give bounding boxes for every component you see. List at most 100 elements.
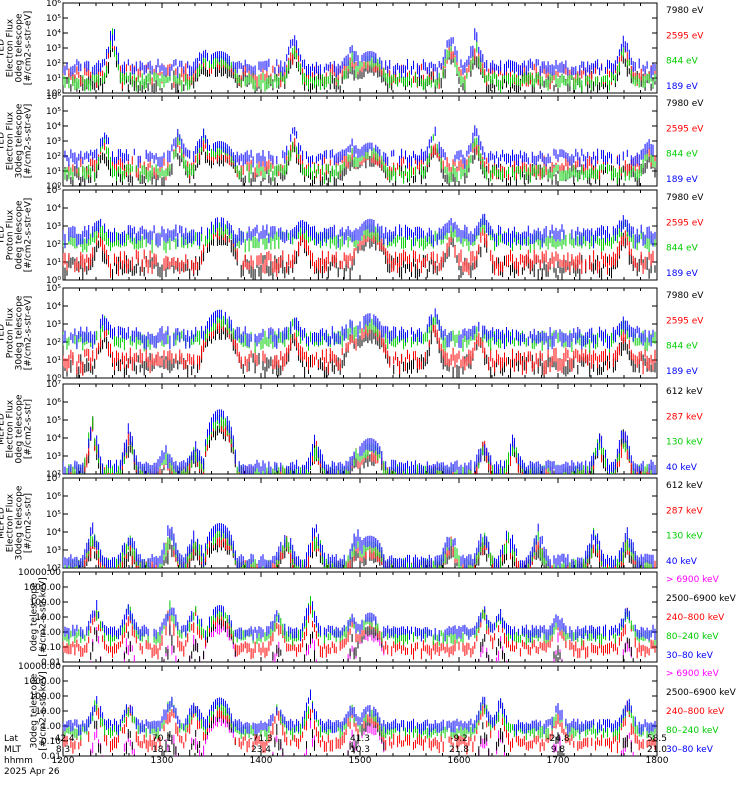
x-tick-label-mlt: 8.3: [56, 745, 70, 755]
legend-entry: 7980 eV: [666, 6, 704, 16]
x-tick-label-mlt: 21.8: [449, 745, 469, 755]
y-tick-label: 10³: [46, 137, 61, 147]
legend-entry: 80–240 keV: [666, 726, 719, 736]
y-axis-label-line: [#/cm2-s-str-eV]: [24, 11, 34, 86]
y-tick-label: 10³: [46, 546, 61, 556]
y-tick-label: 10⁴: [46, 302, 61, 312]
y-tick-label: 10⁴: [46, 434, 61, 444]
y-tick-label: 10³: [46, 452, 61, 462]
legend-entry: > 6900 keV: [666, 575, 720, 585]
series-trace: [63, 308, 654, 350]
y-tick-label: 10⁵: [46, 284, 61, 294]
y-tick-label: 10⁵: [46, 107, 61, 117]
series-trace: [64, 125, 654, 169]
x-tick-label-mlt: 21.0: [647, 745, 667, 755]
y-tick-label: 100.00: [30, 598, 62, 608]
legend-entry: 240–800 keV: [666, 613, 725, 623]
y-tick-label: 10⁶: [46, 492, 61, 502]
trace-group: [64, 125, 656, 186]
y-tick-label: 0.01: [41, 752, 61, 762]
y-axis-label-line: 30deg telescope: [15, 485, 25, 560]
y-tick-label: 1.00: [41, 722, 61, 732]
x-tick-label-hhmm: 1300: [151, 756, 174, 766]
y-axis-label: TED Electron Flux 30deg telescope [#/cm2-s-…: [0, 103, 34, 178]
y-axis-label: TED Electron Flux 0deg telescope [#/cm2-s-s…: [0, 11, 34, 86]
series-trace: [63, 522, 654, 568]
y-tick-label: 10000.00: [18, 662, 61, 672]
legend-entry: 189 eV: [666, 82, 699, 92]
y-axis-label-line: Electron Flux: [6, 111, 16, 170]
y-axis-label-line: Proton Flux: [6, 209, 16, 260]
y-tick-label: 1.00: [41, 628, 61, 638]
legend-entry: 80–240 keV: [666, 632, 719, 642]
y-tick-label: 10.00: [35, 613, 61, 623]
y-tick-label: 10⁶: [46, 398, 61, 408]
y-axis-label-line: Electron Flux: [6, 493, 16, 552]
y-tick-label: 10⁵: [46, 416, 61, 426]
y-axis-label-line: [#/cm2-s-str]: [24, 399, 34, 459]
x-tick-label-mlt: 23.4: [251, 745, 271, 755]
x-tick-label-lat: -42.4: [51, 734, 75, 744]
legend-entry: 40 keV: [666, 557, 698, 567]
legend-entry: 7980 eV: [666, 291, 704, 301]
x-tick-label-lat: 70.1: [152, 734, 172, 744]
legend-entry: 287 keV: [666, 412, 703, 422]
legend-entry: 7980 eV: [666, 193, 704, 203]
y-tick-label: 10⁵: [46, 186, 61, 196]
y-tick-label: 0.01: [41, 658, 61, 668]
trace-group: [63, 28, 656, 93]
y-tick-label: 0.10: [41, 643, 61, 653]
x-tick-label-mlt: 10.3: [350, 745, 370, 755]
y-tick-label: 10¹: [46, 258, 61, 268]
y-axis-label: TED Proton Flux 0deg telescope [#/cm2-s-str…: [0, 198, 34, 273]
series-trace: [63, 320, 656, 376]
legend-entry: 612 keV: [666, 387, 703, 397]
x-tick-label-hhmm: 1800: [646, 756, 669, 766]
y-axis-label-line: [#/cm2-s-str-keV]: [39, 671, 49, 750]
legend-entry: 189 eV: [666, 269, 699, 279]
legend-entry: 2595 eV: [666, 31, 704, 41]
legend-entry: 130 keV: [666, 438, 703, 448]
y-tick-label: 10.00: [35, 707, 61, 717]
y-axis-label-line: Electron Flux: [6, 399, 16, 458]
trace-group: [63, 522, 656, 568]
legend-entry: > 6900 keV: [666, 669, 720, 679]
y-axis-label: MEPED Electron Flux 0deg telescope [#/cm2-s…: [0, 394, 34, 464]
y-tick-label: 10⁵: [46, 510, 61, 520]
legend-entry: 30–80 keV: [666, 651, 714, 661]
legend-entry: 2595 eV: [666, 316, 704, 326]
y-axis-label-line: TED: [0, 132, 7, 151]
y-axis-label-line: MEPED: [0, 507, 7, 539]
panel-1: 10⁰ 10¹ 10² 10³ 10⁴ 10⁵ 10⁶ TED Electron Flux 0de…: [0, 0, 704, 99]
y-axis-label-line: 0deg telescope: [15, 394, 25, 464]
x-row-label: Lat: [4, 734, 19, 744]
y-axis-label-line: TED: [0, 226, 7, 245]
y-axis-label-line: MEPED: [0, 413, 7, 445]
y-axis-label-line: 0deg telescope: [15, 13, 25, 83]
y-axis-label: TED Proton Flux 30deg telescope [#/cm2-s-st…: [0, 295, 34, 370]
panel-6: 10² 10³ 10⁴ 10⁵ 10⁶ 10⁷ MEPED Electron Flux 30de…: [0, 474, 703, 574]
y-tick-label: 10⁷: [46, 380, 61, 390]
legend-entry: 844 eV: [666, 150, 699, 160]
y-tick-label: 10⁴: [46, 528, 61, 538]
legend-entry: 2500–6900 keV: [666, 688, 737, 698]
y-tick-label: 10²: [46, 152, 61, 162]
series-trace: [63, 603, 656, 660]
series-trace: [63, 409, 656, 474]
trace-group: [63, 409, 656, 474]
series-trace: [64, 600, 656, 643]
date-label: 2025 Apr 26: [4, 767, 60, 777]
y-tick-label: 1000.00: [24, 583, 61, 593]
y-tick-label: 10²: [46, 240, 61, 250]
x-tick-label-hhmm: 1600: [448, 756, 471, 766]
y-tick-label: 10¹: [46, 74, 61, 84]
y-axis-label-line: 30deg telescope: [15, 295, 25, 370]
legend-entry: 2595 eV: [666, 124, 704, 134]
y-tick-label: 10²: [46, 338, 61, 348]
y-axis-label-line: Electron Flux: [6, 18, 16, 77]
y-axis-label: 0deg telescope [#/cm2-s-str-keV]: [30, 577, 49, 656]
x-tick-label-hhmm: 1400: [250, 756, 273, 766]
y-tick-label: 10³: [46, 222, 61, 232]
series-trace: [63, 596, 656, 647]
